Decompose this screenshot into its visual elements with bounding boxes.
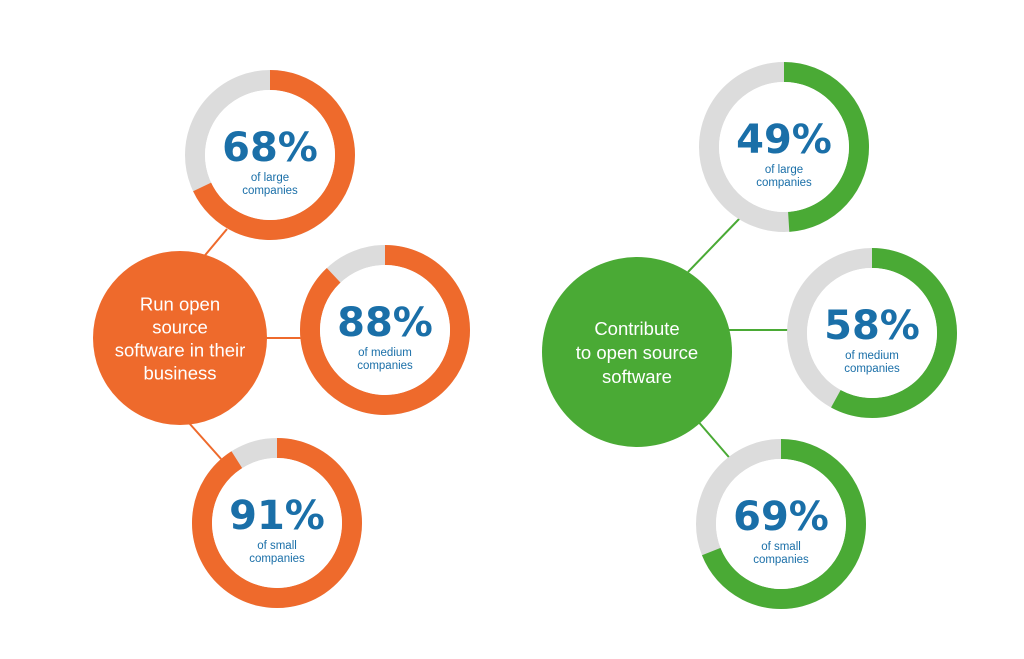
donut-center-run-medium (320, 265, 450, 395)
value-label-contribute-large: 49% (736, 117, 832, 163)
hub-title-contribute-line-1: Contribute (594, 318, 679, 339)
donut-center-contribute-medium (807, 268, 937, 398)
hub-circle-contribute (542, 257, 732, 447)
donut-center-contribute-large (719, 82, 849, 212)
donut-arc-run-large (193, 70, 355, 240)
category-label-contribute-large-line-2: companies (756, 177, 812, 189)
hub-title-contribute-line-2: to open source (576, 342, 698, 363)
donut-arc-run-small (192, 438, 362, 608)
category-label-contribute-large-line-1: of large (765, 164, 803, 176)
donut-center-contribute-small (716, 459, 846, 589)
hub-title-contribute-line-3: software (602, 366, 672, 387)
donut-center-run-large (205, 90, 335, 220)
donut-arc-contribute-large (783, 62, 869, 232)
hub-circle-run (93, 251, 267, 425)
hub-title-run-line-3: software in their (115, 340, 246, 361)
hub-title-run-line-2: source (152, 317, 208, 338)
category-label-run-small-line-1: of small (257, 540, 297, 552)
category-label-run-medium-line-1: of medium (358, 347, 412, 359)
donut-arc-contribute-small (701, 439, 866, 609)
category-label-run-large-line-2: companies (242, 185, 298, 197)
value-label-run-small: 91% (229, 493, 325, 539)
category-label-run-medium-line-2: companies (357, 360, 413, 372)
value-label-contribute-small: 69% (733, 494, 829, 540)
category-label-contribute-medium-line-1: of medium (845, 350, 899, 362)
donut-arc-contribute-medium (831, 248, 957, 418)
category-label-run-small-line-2: companies (249, 553, 305, 565)
value-label-run-large: 68% (222, 125, 318, 171)
connector-line-contribute-large (687, 217, 741, 273)
category-label-contribute-small-line-1: of small (761, 541, 801, 553)
hub-title-run-line-4: business (143, 363, 216, 384)
value-label-contribute-medium: 58% (824, 303, 920, 349)
hub-title-run-line-1: Run open (140, 294, 220, 315)
donut-center-run-small (212, 458, 342, 588)
value-label-run-medium: 88% (337, 300, 433, 346)
donut-arc-run-medium (300, 245, 470, 415)
category-label-contribute-small-line-2: companies (753, 554, 809, 566)
category-label-run-large-line-1: of large (251, 172, 289, 184)
category-label-contribute-medium-line-2: companies (844, 363, 900, 375)
